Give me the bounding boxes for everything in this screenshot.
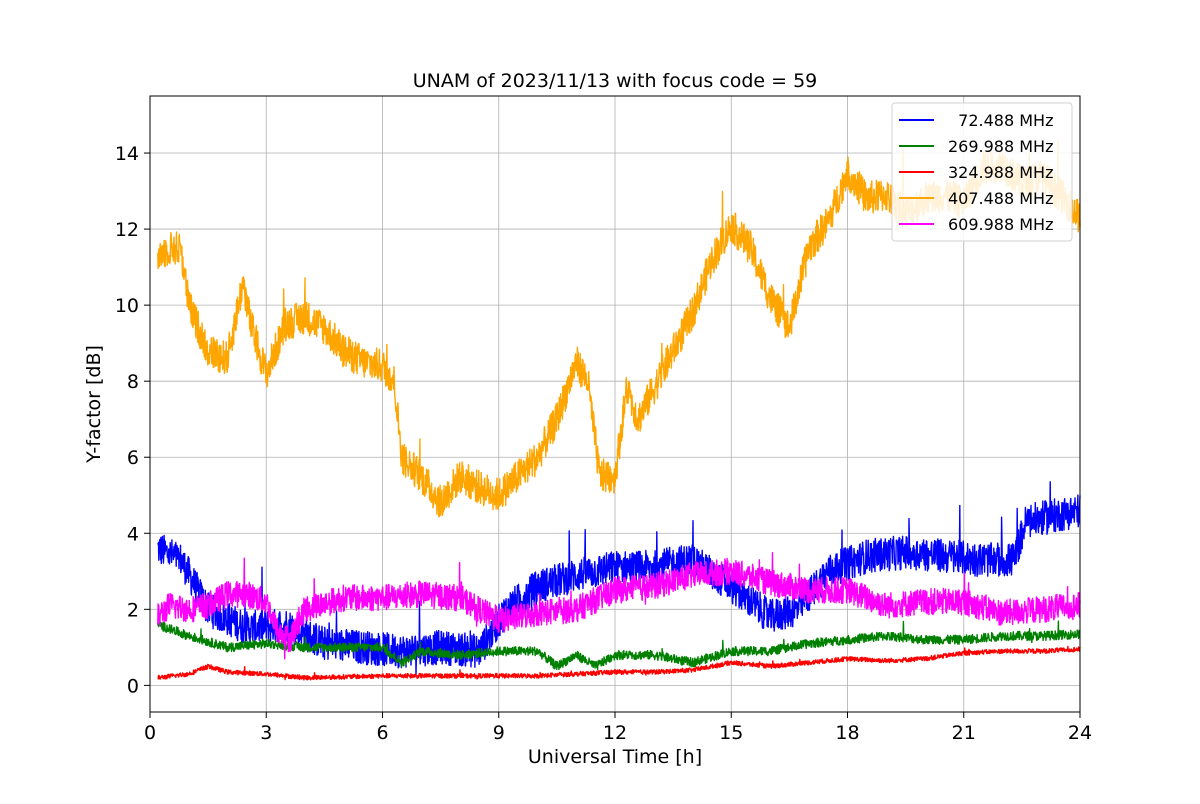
y-tick-label: 4 bbox=[127, 523, 139, 545]
legend: 72.488 MHz 269.988 MHz 324.988 MHz 407.488 … bbox=[891, 102, 1073, 242]
x-tick-label: 21 bbox=[952, 722, 976, 744]
y-tick-label: 2 bbox=[127, 599, 139, 621]
y-axis-label: Y-factor [dB] bbox=[83, 345, 105, 464]
y-tick-label: 12 bbox=[115, 219, 139, 241]
legend-entry: 269.988 MHz bbox=[948, 137, 1053, 156]
x-tick-label: 24 bbox=[1068, 722, 1092, 744]
legend-entry: 72.488 MHz bbox=[948, 111, 1053, 130]
series-line bbox=[157, 552, 1081, 660]
y-tick-label: 8 bbox=[127, 371, 139, 393]
chart-title: UNAM of 2023/11/13 with focus code = 59 bbox=[413, 70, 818, 92]
legend-box bbox=[891, 102, 1073, 242]
x-tick-label: 3 bbox=[260, 722, 272, 744]
series-line bbox=[157, 645, 1081, 681]
x-tick-label: 6 bbox=[376, 722, 388, 744]
series-line bbox=[157, 620, 1081, 671]
x-tick-label: 15 bbox=[719, 722, 743, 744]
legend-entry: 609.988 MHz bbox=[948, 215, 1053, 234]
legend-entry: 324.988 MHz bbox=[948, 163, 1053, 182]
series-line bbox=[157, 481, 1081, 676]
x-tick-label: 12 bbox=[603, 722, 627, 744]
x-tick-label: 18 bbox=[835, 722, 859, 744]
x-tick-label: 0 bbox=[144, 722, 156, 744]
y-tick-label: 14 bbox=[115, 143, 139, 165]
y-tick-label: 6 bbox=[127, 447, 139, 469]
x-axis-label: Universal Time [h] bbox=[528, 746, 702, 768]
x-tick-label: 9 bbox=[493, 722, 505, 744]
series-lines bbox=[157, 139, 1081, 681]
y-tick-label: 10 bbox=[115, 295, 139, 317]
legend-entry: 407.488 MHz bbox=[948, 189, 1053, 208]
y-tick-label: 0 bbox=[127, 675, 139, 697]
